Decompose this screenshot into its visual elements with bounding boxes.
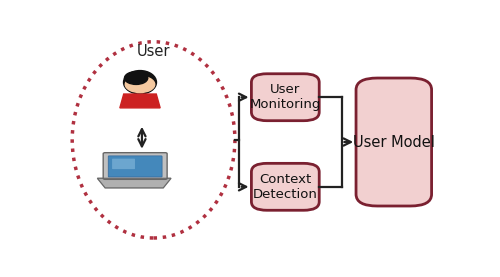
Text: User Model: User Model: [353, 135, 435, 150]
FancyBboxPatch shape: [103, 153, 167, 179]
Ellipse shape: [124, 72, 148, 84]
FancyBboxPatch shape: [112, 159, 135, 169]
Text: User
Monitoring: User Monitoring: [250, 83, 321, 111]
FancyBboxPatch shape: [252, 163, 319, 210]
Circle shape: [126, 76, 154, 93]
Text: Context
Detection: Context Detection: [253, 173, 318, 201]
Ellipse shape: [124, 71, 156, 94]
Polygon shape: [120, 94, 160, 108]
Text: User: User: [137, 44, 170, 59]
FancyBboxPatch shape: [356, 78, 432, 206]
Polygon shape: [98, 178, 171, 188]
FancyBboxPatch shape: [252, 74, 319, 121]
FancyBboxPatch shape: [108, 156, 162, 177]
